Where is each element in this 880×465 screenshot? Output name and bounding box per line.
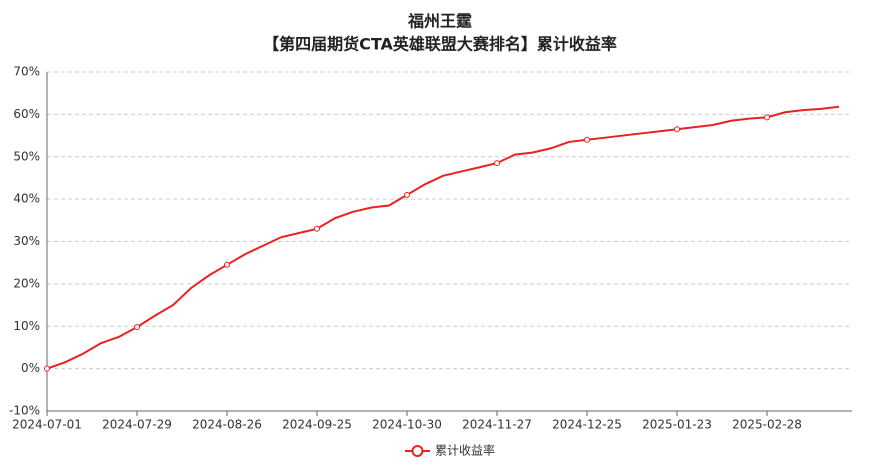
point-marker: [494, 160, 500, 167]
y-tick-label: -10%: [9, 404, 40, 418]
x-tick-label: 2024-12-25: [552, 418, 622, 432]
series-line: [46, 105, 840, 370]
point-marker: [584, 136, 590, 143]
x-tick-label: 2024-10-30: [372, 418, 442, 432]
legend-marker: [411, 445, 424, 457]
y-tick-label: 0%: [21, 361, 40, 375]
y-tick-label: 30%: [13, 234, 40, 248]
y-tick-label: 60%: [13, 107, 40, 121]
x-tick-label: 2024-07-29: [102, 418, 172, 432]
y-tick-label: 50%: [13, 149, 40, 163]
x-tick-label: 2024-11-27: [462, 418, 532, 432]
chart-title: 福州王霆: [407, 12, 472, 31]
point-marker: [404, 191, 410, 198]
legend-label: 累计收益率: [435, 443, 495, 458]
point-marker: [44, 365, 50, 372]
point-marker: [134, 324, 140, 331]
point-marker: [674, 126, 680, 133]
x-tick-label: 2025-01-23: [642, 418, 712, 432]
x-tick-label: 2024-09-25: [282, 418, 352, 432]
x-tick-label: 2024-07-01: [12, 418, 82, 432]
x-tick-label: 2024-08-26: [192, 418, 262, 432]
point-marker: [314, 225, 320, 232]
y-tick-label: 20%: [13, 276, 40, 290]
x-tick-label: 2025-02-28: [732, 418, 802, 432]
y-tick-label: 40%: [13, 192, 40, 206]
y-tick-label: 70%: [13, 65, 40, 79]
chart-subtitle: 【第四届期货CTA英雄联盟大赛排名】累计收益率: [263, 35, 617, 54]
y-tick-label: 10%: [13, 319, 40, 333]
point-marker: [764, 114, 770, 121]
point-marker: [224, 261, 230, 268]
